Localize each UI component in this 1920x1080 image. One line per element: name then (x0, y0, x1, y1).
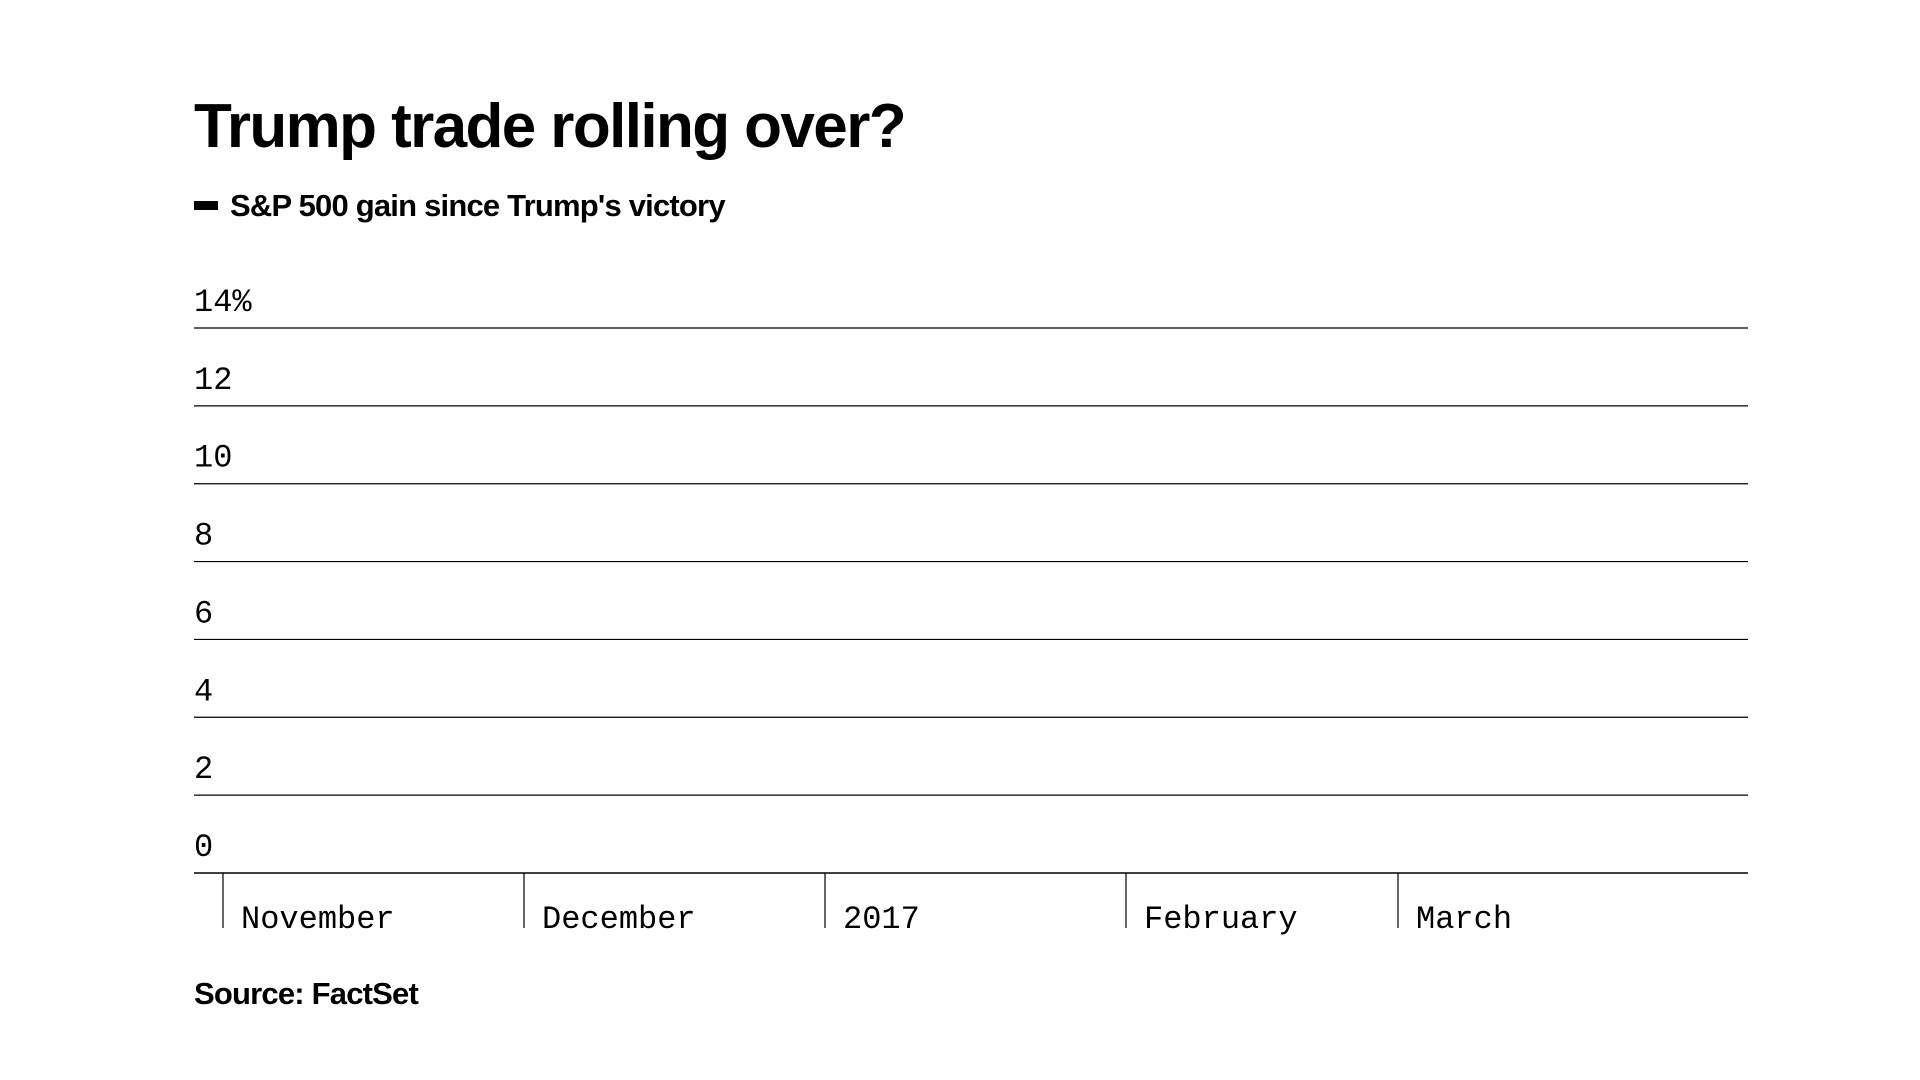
x-tick-label: December (542, 901, 696, 938)
y-tick-label: 2 (194, 751, 213, 788)
y-tick-label: 0 (194, 829, 213, 866)
legend: S&P 500 gain since Trump's victory (194, 188, 726, 223)
x-tick-label: 2017 (843, 901, 920, 938)
y-axis-labels: 0 2 4 6 8 10 12 14% (194, 284, 252, 866)
x-tick-label: February (1144, 901, 1298, 938)
source-note: Source: FactSet (194, 976, 419, 1011)
legend-label: S&P 500 gain since Trump's victory (230, 188, 726, 223)
y-tick-label: 6 (194, 595, 213, 632)
y-tick-label: 8 (194, 518, 213, 555)
legend-swatch (194, 201, 218, 210)
chart-title: Trump trade rolling over? (194, 92, 907, 161)
gridlines (194, 327, 1748, 874)
y-tick-label: 14% (194, 284, 252, 321)
x-axis: November December 2017 February March (222, 873, 1512, 938)
x-tick-label: March (1416, 901, 1512, 938)
y-tick-label: 12 (194, 362, 232, 399)
y-tick-label: 4 (194, 673, 213, 710)
y-tick-label: 10 (194, 440, 232, 477)
x-tick-label: November (241, 901, 395, 938)
